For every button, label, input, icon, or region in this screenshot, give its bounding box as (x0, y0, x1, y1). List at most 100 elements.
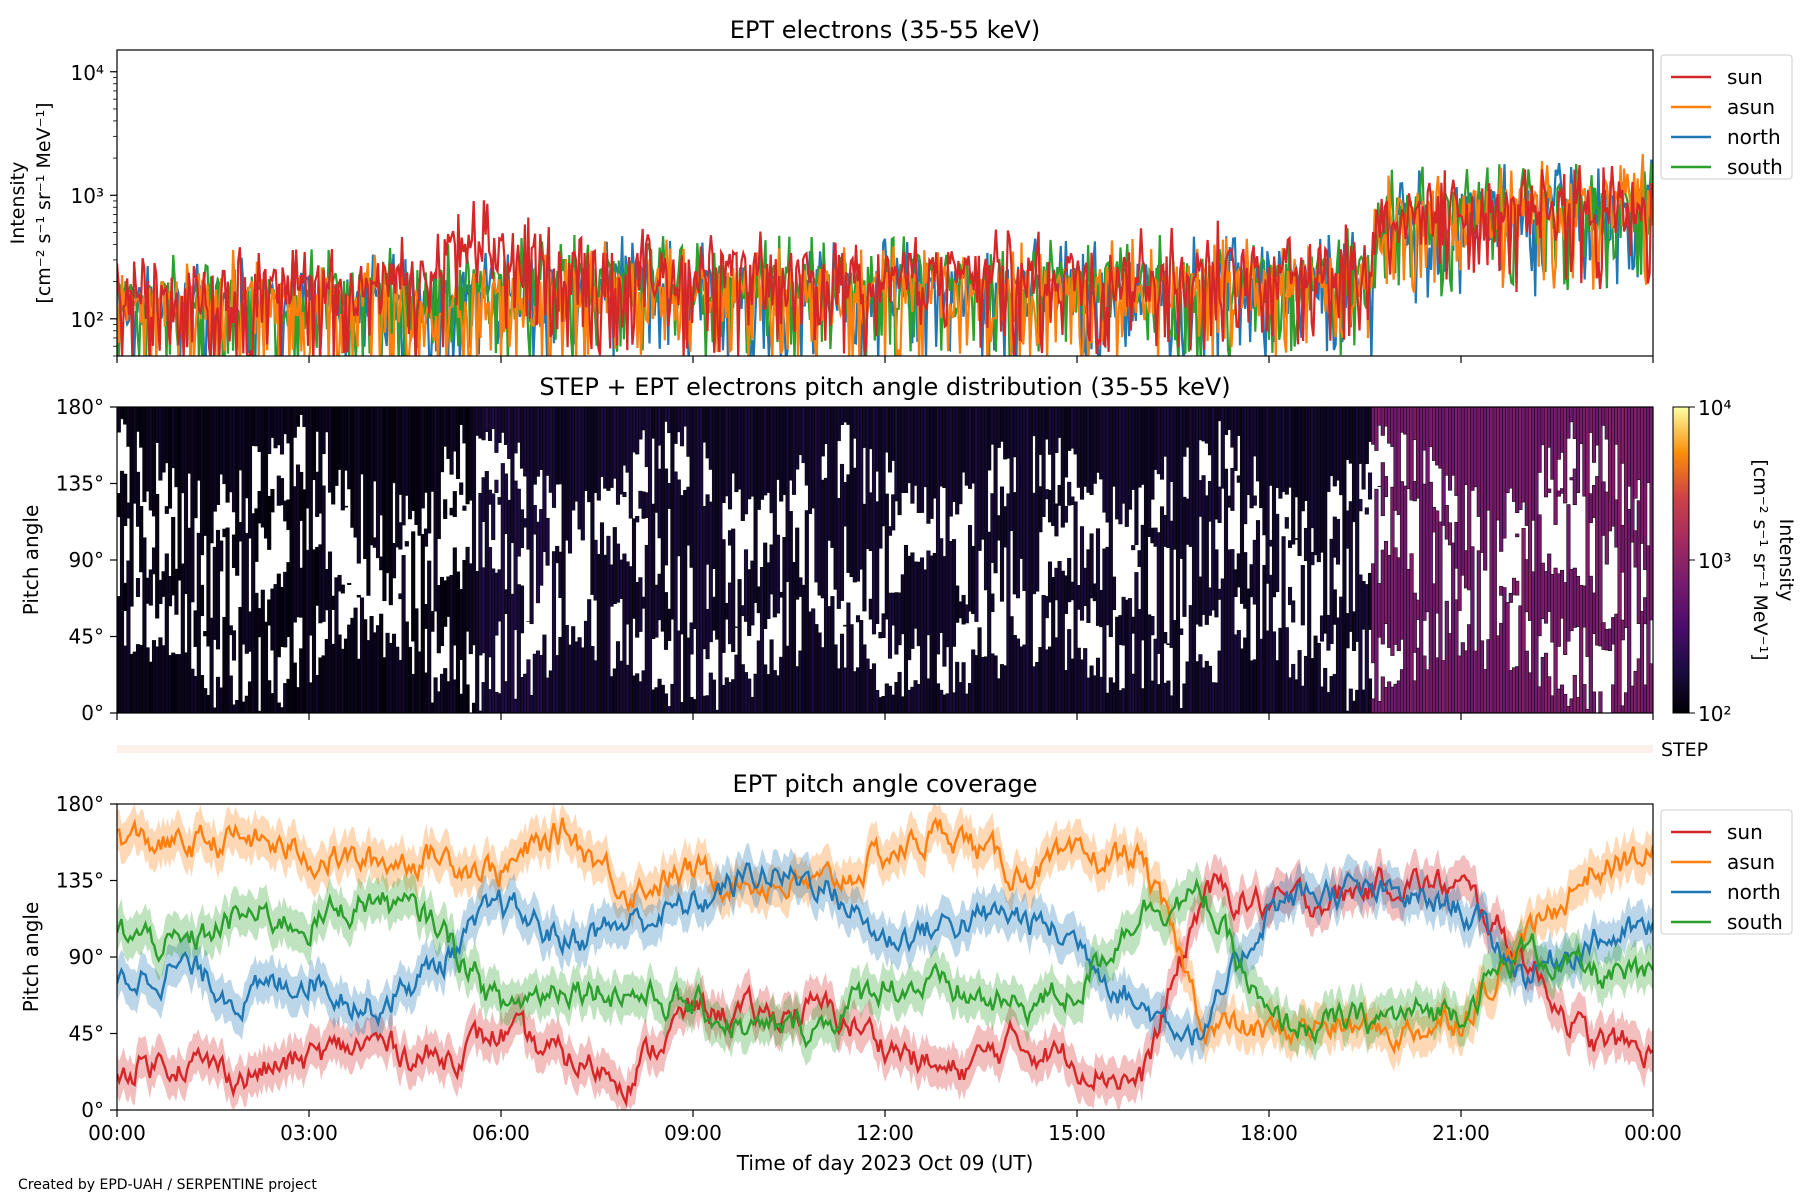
xtick-7: 21:00 (1432, 1121, 1490, 1145)
heatmap-cell (897, 671, 902, 713)
panel1-ytick-1e2: 10² (71, 308, 104, 332)
panel3-ytick-90: 90° (69, 945, 104, 969)
heatmap-cell (772, 407, 777, 618)
heatmap-cell (891, 494, 896, 531)
heatmap-cell (1505, 602, 1510, 713)
heatmap-cell (519, 585, 525, 634)
heatmap-cell (961, 662, 966, 713)
heatmap-cell (1323, 407, 1328, 634)
heatmap-cell (1230, 467, 1235, 511)
panel1-line-sun (117, 165, 1653, 356)
heatmap-cell (1067, 557, 1072, 603)
heatmap-cell (142, 537, 147, 713)
heatmap-cell (923, 569, 928, 713)
heatmap-cell (1220, 407, 1225, 489)
heatmap-cell (491, 493, 496, 540)
heatmap-cell (795, 527, 800, 600)
heatmap-cell (1214, 549, 1219, 618)
panel3-title: EPT pitch angle coverage (733, 770, 1038, 798)
heatmap-cell (151, 407, 157, 517)
heatmap-cell (849, 624, 854, 713)
heatmap-cell (462, 505, 467, 511)
panel3-line-sun (117, 866, 1653, 1108)
heatmap-cell (427, 560, 432, 713)
panel2-ytick-45: 45° (69, 625, 104, 649)
panel2-heatmap (117, 407, 1653, 713)
heatmap-cell (510, 407, 515, 544)
legend-label-north: north (1727, 125, 1781, 149)
heatmap-cell (164, 553, 169, 713)
heatmap-cell (471, 407, 477, 646)
heatmap-cell (1563, 693, 1568, 713)
heatmap-cell (628, 407, 633, 519)
heatmap-cell (945, 407, 950, 648)
panel3-ytick-45: 45° (69, 1022, 104, 1046)
heatmap-cell (1367, 472, 1373, 500)
xtick-4: 12:00 (856, 1121, 914, 1145)
heatmap-cell (651, 503, 656, 639)
heatmap-cell (1070, 496, 1075, 505)
heatmap-cell (1563, 407, 1568, 504)
heatmap-cell (683, 489, 688, 713)
xtick-6: 18:00 (1240, 1121, 1298, 1145)
heatmap-cell (308, 407, 313, 636)
heatmap-cell (663, 693, 669, 713)
heatmap-cell (1275, 513, 1280, 593)
panel3-ytick-135: 135° (56, 869, 104, 893)
heatmap-cell (708, 501, 713, 643)
legend-label-south: south (1727, 155, 1783, 179)
heatmap-cell (676, 630, 681, 713)
colorbar-tick-1e3: 10³ (1698, 549, 1731, 573)
colorbar-label: Intensity [cm⁻² s⁻¹ sr⁻¹ MeV⁻¹] (1749, 459, 1797, 660)
legend-label-north: north (1727, 880, 1781, 904)
heatmap-cell (983, 407, 989, 591)
heatmap-cell (667, 608, 672, 641)
heatmap-cell (1431, 583, 1437, 713)
xtick-3: 09:00 (664, 1121, 722, 1145)
legend-box (1660, 54, 1793, 180)
heatmap-cell (1643, 407, 1648, 570)
heatmap-cell (1265, 407, 1270, 584)
legend-label-asun: asun (1727, 850, 1775, 874)
panel1-series (117, 153, 1653, 356)
heatmap-cell (209, 617, 214, 713)
heatmap-cell (663, 468, 669, 566)
heatmap-cell (1383, 476, 1389, 497)
heatmap-cell (443, 499, 448, 519)
heatmap-cell (1358, 499, 1363, 512)
heatmap-cell (1041, 407, 1046, 517)
heatmap-cell (775, 534, 781, 614)
heatmap-cell (391, 543, 397, 579)
panel2-ytick-135: 135° (56, 472, 104, 496)
heatmap-cell (1233, 407, 1238, 471)
heatmap-cell (1143, 407, 1149, 713)
heatmap-cell (1323, 667, 1328, 713)
heatmap-cell (1460, 407, 1465, 576)
heatmap-cell (1249, 407, 1254, 509)
heatmap-cell (1175, 407, 1181, 713)
heatmap-cell (1591, 691, 1597, 713)
colorbar-label-line2: [cm⁻² s⁻¹ sr⁻¹ MeV⁻¹] (1749, 459, 1771, 660)
heatmap-cell (1335, 518, 1341, 565)
panel2-yaxis: 0° 45° 90° 135° 180° (56, 395, 117, 725)
legend-label-south: south (1727, 910, 1783, 934)
heatmap-cell (1137, 609, 1142, 713)
heatmap-cell (174, 568, 179, 615)
panel2-ylabel: Pitch angle (19, 505, 43, 616)
panel3-legend: sun asun north south (1660, 809, 1793, 935)
heatmap-cell (267, 495, 272, 550)
panel-coverage: EPT pitch angle coverage 0° 45° 90° 135° 180… (19, 770, 1793, 1122)
heatmap-cell (622, 491, 627, 498)
heatmap-cell (935, 407, 941, 655)
heatmap-cell (542, 407, 547, 552)
heatmap-cell (1217, 486, 1222, 523)
heatmap-cell (235, 407, 240, 576)
heatmap-cell (465, 684, 470, 713)
heatmap-cell (199, 584, 205, 617)
heatmap-cell (183, 407, 189, 595)
xtick-0: 00:00 (88, 1121, 146, 1145)
heatmap-cell (1553, 407, 1558, 525)
heatmap-cell (1636, 500, 1641, 624)
heatmap-cell (1342, 407, 1347, 713)
panel-intensity: EPT electrons (35-55 keV) 10² 10³ 10⁴ In… (7, 16, 1793, 357)
